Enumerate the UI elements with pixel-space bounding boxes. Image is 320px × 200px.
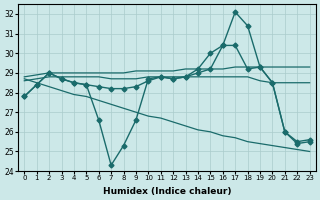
X-axis label: Humidex (Indice chaleur): Humidex (Indice chaleur)	[103, 187, 231, 196]
